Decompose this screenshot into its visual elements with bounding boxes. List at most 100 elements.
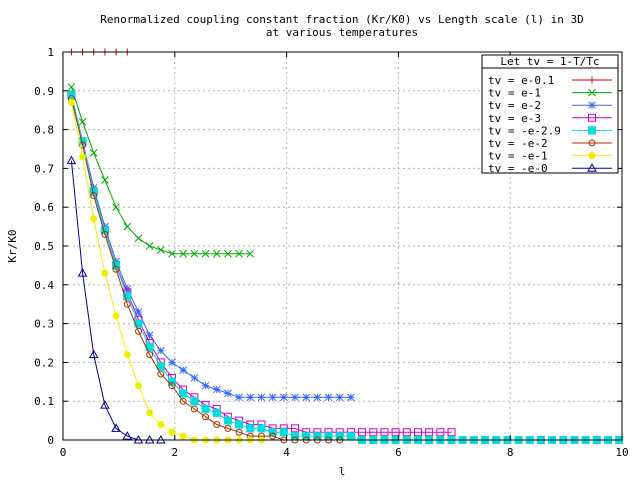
series-2-point-16 <box>246 393 255 402</box>
y-tick-label-1: 0.1 <box>34 395 54 408</box>
series-3-point-29 <box>391 428 400 437</box>
series-4-point-14 <box>223 416 232 425</box>
legend-entry-label-6: tv = -e-1 <box>488 150 548 163</box>
series-3-point-26 <box>358 428 367 437</box>
series-2-point-18 <box>268 393 277 402</box>
series-6-point-3 <box>101 269 109 277</box>
series-3-point-28 <box>380 428 389 437</box>
series-3-point-33 <box>436 428 445 437</box>
series-4-point-8 <box>156 362 165 371</box>
series-1-point-3 <box>101 176 109 184</box>
series-1-point-2 <box>89 149 98 157</box>
legend-entry-label-3: tv = e-3 <box>488 112 541 125</box>
series-4-point-19 <box>279 428 288 437</box>
legend-entry-label-5: tv = -e-2 <box>488 137 548 150</box>
series-6-point-0 <box>67 98 75 106</box>
series-2-point-12 <box>201 381 210 390</box>
series-4-point-0 <box>67 90 76 99</box>
series-1-point-12 <box>201 249 210 258</box>
legend-entry-marker-0 <box>588 76 596 84</box>
series-4-point-15 <box>235 420 244 429</box>
series-1-point-1 <box>78 117 87 126</box>
legend-entry-label-4: tv = -e-2.9 <box>488 124 561 137</box>
x-tick-label-5: 10 <box>615 446 628 459</box>
legend-entry-label-2: tv = e-2 <box>488 99 541 112</box>
series-5-point-10 <box>179 397 187 405</box>
series-5-point-11 <box>190 405 198 413</box>
legend-entry-marker-6 <box>588 152 596 160</box>
series-2-point-8 <box>156 346 165 355</box>
legend-title: Let tv = 1-T/Tc <box>500 55 599 68</box>
series-line-6 <box>70 102 262 441</box>
series-4-point-11 <box>190 397 199 406</box>
series-1-point-13 <box>212 249 221 258</box>
series-2-point-22 <box>313 393 322 402</box>
series-3-point-30 <box>402 428 411 437</box>
legend-entry-marker-3 <box>588 113 596 122</box>
x-tick-label-4: 8 <box>507 446 514 459</box>
series-4-point-10 <box>179 389 188 398</box>
x-tick-label-2: 4 <box>283 446 290 459</box>
legend-entry-marker-7 <box>587 163 597 172</box>
legend-entry-marker-1 <box>588 88 596 97</box>
y-tick-label-7: 0.7 <box>34 162 54 175</box>
legend: Let tv = 1-T/Tc tv = e-0.1tv = e-1tv = e… <box>481 54 619 175</box>
series-5-point-5 <box>123 300 131 308</box>
series-5-point-8 <box>157 370 165 378</box>
series-5-point-9 <box>168 382 176 390</box>
legend-entry-label-1: tv = e-1 <box>488 87 541 100</box>
series-1-point-0 <box>67 83 76 91</box>
y-tick-label-4: 0.4 <box>34 279 54 292</box>
series-6-point-7 <box>146 409 154 417</box>
series-6-point-5 <box>123 351 131 359</box>
series-2-point-6 <box>134 308 143 316</box>
series-1 <box>67 83 255 258</box>
series-3-point-31 <box>413 428 422 437</box>
series-line-3 <box>70 94 452 433</box>
y-axis-label: Kr/K0 <box>6 229 19 262</box>
series-2-point-7 <box>145 331 154 340</box>
series-2-point-20 <box>291 393 299 402</box>
series-1-point-15 <box>235 249 243 258</box>
series-5-point-13 <box>213 420 221 428</box>
series-2-point-19 <box>279 393 288 402</box>
series-7-point-5 <box>122 431 133 440</box>
series-2-point-21 <box>302 393 311 402</box>
series-4-point-12 <box>201 404 210 413</box>
y-tick-label-10: 1 <box>47 46 54 59</box>
series-7 <box>66 155 166 444</box>
series-2-point-14 <box>224 389 232 398</box>
series-2-point-10 <box>179 366 188 375</box>
series-3-point-20 <box>290 424 299 433</box>
series-2 <box>67 90 355 402</box>
chart-title-line-2: at various temperatures <box>266 26 418 39</box>
series-6 <box>67 98 265 444</box>
series-1-point-10 <box>179 249 188 258</box>
series-1-point-14 <box>224 249 232 258</box>
series-6-point-6 <box>134 382 142 390</box>
series-4-point-13 <box>212 408 221 417</box>
series-7-point-1 <box>77 268 88 277</box>
series-5-point-15 <box>235 428 243 436</box>
series-1-point-5 <box>123 222 132 231</box>
series-2-point-11 <box>190 374 199 382</box>
series-5 <box>67 95 344 444</box>
series-1-point-6 <box>134 234 143 243</box>
series-1-point-11 <box>190 249 199 258</box>
series-6-point-4 <box>112 312 120 320</box>
series-4-point-17 <box>257 424 266 433</box>
x-tick-label-0: 0 <box>60 446 67 459</box>
y-tick-label-3: 0.3 <box>34 318 54 331</box>
legend-entry-label-0: tv = e-0.1 <box>488 74 554 87</box>
series-7-point-0 <box>66 155 77 165</box>
series-2-point-17 <box>257 393 266 402</box>
y-tick-label-8: 0.8 <box>34 124 54 137</box>
series-line-7 <box>70 160 161 441</box>
series-3-point-34 <box>447 428 456 437</box>
legend-entry-marker-5 <box>588 139 596 147</box>
y-tick-label-0: 0 <box>47 434 54 447</box>
x-tick-label-1: 2 <box>171 446 178 459</box>
y-tick-label-2: 0.2 <box>34 356 54 369</box>
